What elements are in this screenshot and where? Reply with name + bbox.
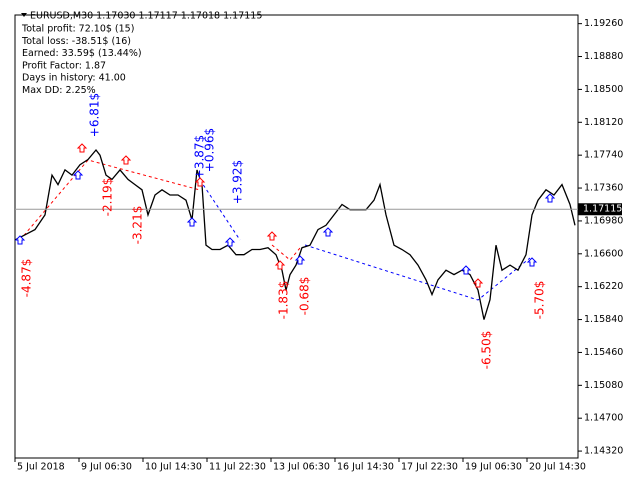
trade-arrow [76,143,88,153]
trade-arrow [274,260,286,270]
trade-result: +3.87$ [193,135,207,179]
y-tick-label: 1.18120 [584,117,623,128]
trade-line [271,244,301,261]
trade-arrow [322,227,334,237]
stat-line: Days in history: 41.00 [22,73,126,84]
trade-arrow [14,235,26,245]
stat-line: Profit Factor: 1.87 [22,60,106,71]
current-price-label: 1.17115 [583,204,622,215]
y-tick-label: 1.19260 [584,18,623,29]
trade-result: -3.21$ [131,206,145,245]
y-tick-label: 1.17360 [584,183,623,194]
stat-line: Max DD: 2.25% [22,85,96,96]
trade-arrow [266,231,278,241]
x-tick-label: 20 Jul 14:30 [529,462,586,473]
y-tick-label: 1.18500 [584,84,623,95]
y-tick-label: 1.15460 [584,347,623,358]
plot-area [14,14,579,459]
trade-result: -5.70$ [533,281,547,320]
trade-result: -1.83$ [277,281,291,320]
title-arrow [21,13,27,17]
trade-arrow [186,217,198,227]
trade-result: -2.19$ [101,178,115,217]
trade-line [199,179,241,241]
x-tick-label: 19 Jul 06:30 [465,462,522,473]
current-price-box [578,203,622,216]
trade-lines [19,159,531,301]
x-tick-label: 5 Jul 2018 [17,462,65,473]
y-tick-label: 1.16980 [584,215,623,226]
stat-line: Earned: 33.59$ (13.44%) [22,48,142,59]
x-tick-label: 13 Jul 06:30 [273,462,330,473]
x-tick-label: 9 Jul 06:30 [81,462,132,473]
y-tick-label: 1.16600 [584,248,623,259]
trade-result: +0.96$ [203,128,217,172]
trade-result: -6.50$ [480,331,494,370]
y-tick-label: 1.15840 [584,314,623,325]
price-line [14,148,576,320]
chart-title: EURUSD,M30 1.17030 1.17117 1.17018 1.171… [30,11,262,22]
trade-arrow [544,193,556,203]
trade-line [19,159,201,241]
trade-line [304,244,531,301]
x-tick-label: 16 Jul 14:30 [337,462,394,473]
y-tick-label: 1.18880 [584,51,623,62]
trade-arrow [472,278,484,288]
trade-arrow [294,255,306,265]
stat-line: Total loss: -38.51$ (16) [21,36,131,47]
trade-arrow [72,170,84,180]
trade-arrow [224,237,236,247]
x-tick-label: 10 Jul 14:30 [145,462,202,473]
y-tick-label: 1.15080 [584,380,623,391]
trade-arrow [526,257,538,267]
trade-arrow [194,177,206,187]
trade-result: +6.81$ [88,93,102,137]
y-tick-label: 1.16220 [584,281,623,292]
x-tick-label: 11 Jul 22:30 [209,462,266,473]
y-tick-label: 1.14700 [584,413,623,424]
trade-result: -4.87$ [20,259,34,298]
trade-result: -0.68$ [298,277,312,316]
trade-arrow [120,155,132,165]
x-tick-label: 17 Jul 22:30 [401,462,458,473]
trade-arrow [460,265,472,275]
trade-result: +3.92$ [231,160,245,204]
y-tick-label: 1.14320 [584,446,623,457]
y-tick-label: 1.17740 [584,150,623,161]
stat-line: Total profit: 72.10$ (15) [21,24,134,35]
